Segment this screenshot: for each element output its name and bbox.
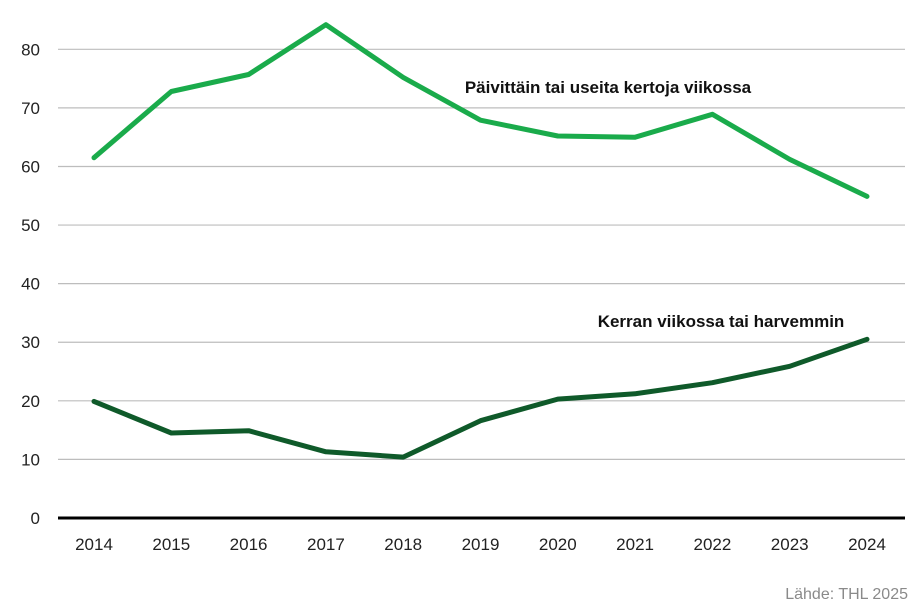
- y-tick-label: 30: [21, 333, 40, 352]
- x-tick-label: 2023: [771, 535, 809, 554]
- x-tick-label: 2024: [848, 535, 886, 554]
- gridlines: [58, 48, 905, 461]
- y-tick-label: 20: [21, 392, 40, 411]
- x-tick-label: 2020: [539, 535, 577, 554]
- series-line-0: [91, 22, 870, 199]
- y-tick-label: 0: [31, 509, 40, 528]
- y-tick-label: 70: [21, 99, 40, 118]
- series-line-1: [91, 336, 870, 460]
- y-tick-label: 50: [21, 216, 40, 235]
- y-tick-label: 10: [21, 450, 40, 469]
- x-tick-label: 2017: [307, 535, 345, 554]
- x-tick-label: 2015: [152, 535, 190, 554]
- x-tick-label: 2016: [230, 535, 268, 554]
- y-tick-label: 80: [21, 40, 40, 59]
- x-tick-label: 2018: [384, 535, 422, 554]
- y-tick-label: 40: [21, 275, 40, 294]
- series-lines: [91, 22, 870, 460]
- x-tick-label: 2022: [693, 535, 731, 554]
- x-axis-ticks: 2014 2015 2016 2017 2018 2019 2020 2021 2022 2023…: [75, 535, 886, 554]
- series-label-weekly: Kerran viikossa tai harvemmin: [598, 312, 845, 331]
- x-tick-label: 2021: [616, 535, 654, 554]
- source-note: Lähde: THL 2025: [785, 586, 908, 603]
- x-tick-label: 2014: [75, 535, 113, 554]
- series-label-daily: Päivittäin tai useita kertoja viikossa: [465, 78, 752, 97]
- x-tick-label: 2019: [462, 535, 500, 554]
- y-tick-label: 60: [21, 157, 40, 176]
- y-axis-ticks: 0 10 20 30 40 50 60 70 80: [21, 40, 40, 528]
